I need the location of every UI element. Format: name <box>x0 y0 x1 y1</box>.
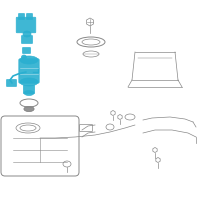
FancyBboxPatch shape <box>22 47 30 53</box>
FancyBboxPatch shape <box>6 79 16 86</box>
Ellipse shape <box>23 31 31 37</box>
FancyBboxPatch shape <box>19 59 39 83</box>
FancyBboxPatch shape <box>22 36 32 44</box>
Ellipse shape <box>20 78 38 86</box>
Ellipse shape <box>24 106 34 112</box>
FancyBboxPatch shape <box>23 85 35 94</box>
FancyBboxPatch shape <box>26 14 32 20</box>
FancyBboxPatch shape <box>18 14 24 20</box>
Ellipse shape <box>24 90 34 96</box>
Ellipse shape <box>22 55 26 59</box>
Ellipse shape <box>20 56 38 64</box>
FancyBboxPatch shape <box>16 17 36 33</box>
